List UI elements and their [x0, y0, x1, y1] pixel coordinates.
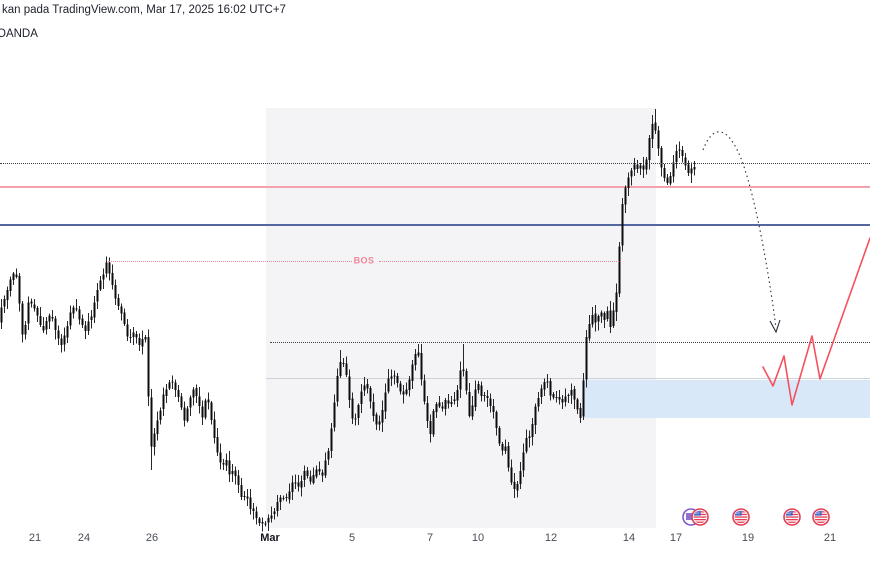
bos-label: BOS	[353, 255, 375, 266]
blue-resistance-line	[0, 224, 870, 226]
x-axis-tick-5: 5	[348, 532, 356, 544]
broker-label: OANDA	[0, 28, 38, 40]
red-resistance-line	[0, 186, 870, 188]
x-axis-tick-19: 19	[741, 532, 755, 544]
us-flag-event-icon[interactable]	[811, 507, 831, 527]
us-flag-event-icon[interactable]	[690, 507, 710, 527]
x-axis-tick-12: 12	[544, 532, 558, 544]
bos-dotted-line	[108, 261, 352, 262]
x-axis-tick-7: 7	[426, 532, 434, 544]
zone-top-gray-line	[266, 378, 870, 379]
x-axis-tick-21: 21	[823, 532, 837, 544]
attribution-text: kan pada TradingView.com, Mar 17, 2025 1…	[2, 4, 286, 16]
x-axis-tick-14: 14	[622, 532, 636, 544]
x-axis-tick-21: 21	[28, 532, 42, 544]
x-axis-tick-mar: Mar	[260, 532, 280, 544]
x-axis-tick-10: 10	[471, 532, 485, 544]
us-flag-event-icon[interactable]	[782, 507, 802, 527]
x-axis-tick-24: 24	[77, 532, 91, 544]
x-axis-tick-17: 17	[669, 532, 683, 544]
us-flag-event-icon[interactable]	[731, 507, 751, 527]
x-axis-tick-26: 26	[145, 532, 159, 544]
target-dotted-line	[270, 342, 870, 343]
bos-dotted-line	[379, 261, 621, 262]
current-price-dotted-line	[0, 163, 870, 164]
